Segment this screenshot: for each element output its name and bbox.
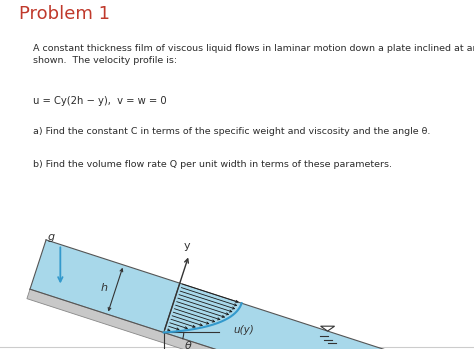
Text: g: g [47, 232, 55, 243]
Polygon shape [320, 326, 335, 331]
Text: a) Find the constant C in terms of the specific weight and viscosity and the ang: a) Find the constant C in terms of the s… [33, 127, 430, 136]
Text: θ: θ [185, 341, 192, 349]
Text: u = Cy(2h − y),  v = w = 0: u = Cy(2h − y), v = w = 0 [33, 96, 167, 106]
Text: A constant thickness film of viscous liquid flows in laminar motion down a plate: A constant thickness film of viscous liq… [33, 44, 474, 65]
Text: u(y): u(y) [233, 325, 254, 335]
Polygon shape [30, 240, 398, 349]
Text: Problem 1: Problem 1 [19, 6, 110, 23]
Polygon shape [27, 289, 382, 349]
Text: y: y [184, 241, 191, 251]
Text: h: h [100, 283, 108, 292]
Text: b) Find the volume flow rate Q per unit width in terms of these parameters.: b) Find the volume flow rate Q per unit … [33, 160, 392, 169]
